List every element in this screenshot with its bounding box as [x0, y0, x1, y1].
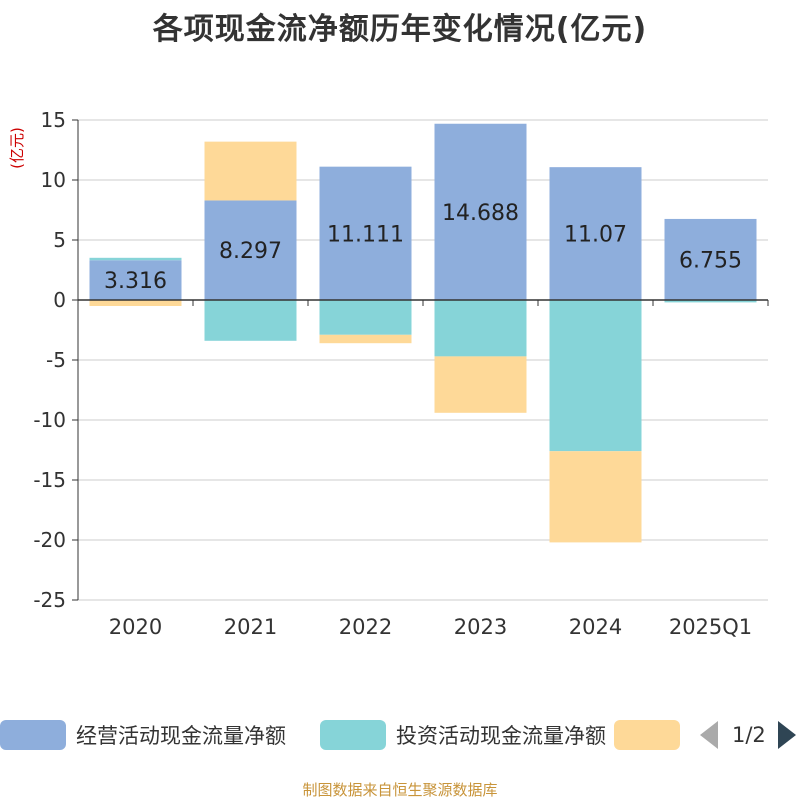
legend-item-financing[interactable]	[614, 718, 690, 752]
legend-label-operating: 经营活动现金流量净额	[76, 724, 286, 748]
data-label: 3.316	[104, 269, 167, 294]
bar-s2-2025Q1	[664, 300, 757, 303]
pager-page-indicator: 1/2	[732, 723, 766, 747]
x-tick-label: 2024	[569, 615, 622, 639]
y-tick-label: -15	[33, 468, 66, 492]
data-label: 14.688	[442, 201, 519, 226]
bar-s1-2025Q1	[664, 218, 757, 300]
y-tick-label: -20	[33, 528, 66, 552]
y-tick-label: -5	[46, 348, 66, 372]
data-label: 8.297	[219, 239, 282, 264]
bar-s1-2023	[434, 123, 527, 300]
legend-item-operating[interactable]: 经营活动现金流量净额	[0, 718, 286, 752]
y-tick-label: 15	[41, 108, 66, 132]
y-tick-label: -25	[33, 588, 66, 612]
pager-next-icon[interactable]	[777, 721, 796, 749]
y-tick-label: 10	[41, 168, 66, 192]
y-tick-label: -10	[33, 408, 66, 432]
x-tick-label: 2023	[454, 615, 507, 639]
bar-s3-2022	[319, 334, 412, 344]
bar-s1-2022	[319, 166, 412, 300]
bar-s2-2023	[434, 300, 527, 357]
chart-title: 各项现金流净额历年变化情况(亿元)	[152, 12, 648, 47]
bar-s2-2024	[549, 300, 642, 452]
bar-s2-2021	[204, 300, 297, 341]
bar-s3-2020	[89, 300, 182, 306]
x-tick-label: 2020	[109, 615, 162, 639]
legend-item-investing[interactable]: 投资活动现金流量净额	[320, 718, 606, 752]
bar-s1-2020	[89, 260, 182, 300]
legend-swatch-financing	[614, 720, 680, 750]
x-tick-label: 2021	[224, 615, 277, 639]
bar-s2-2022	[319, 300, 412, 335]
legend: 经营活动现金流量净额 投资活动现金流量净额 1/2	[0, 718, 800, 752]
bar-s1-2021	[204, 200, 297, 300]
y-axis-unit-label: (亿元)	[8, 127, 26, 169]
data-label: 11.111	[327, 222, 404, 247]
bar-s3-2023	[434, 356, 527, 413]
data-label: 11.07	[564, 223, 627, 248]
legend-pager: 1/2	[700, 718, 796, 752]
y-tick-label: 5	[53, 228, 66, 252]
bar-s3-2024	[549, 451, 642, 543]
data-label: 6.755	[679, 248, 742, 273]
x-tick-label: 2022	[339, 615, 392, 639]
bar-s1-2024	[549, 167, 642, 300]
y-tick-label: 0	[53, 288, 66, 312]
legend-swatch-operating	[0, 720, 66, 750]
source-note: 制图数据来自恒生聚源数据库	[302, 781, 498, 799]
x-tick-label: 2025Q1	[669, 615, 752, 639]
legend-swatch-investing	[320, 720, 386, 750]
bar-s3-2021	[204, 141, 297, 201]
legend-label-investing: 投资活动现金流量净额	[396, 724, 606, 748]
bar-s2-2020	[89, 257, 182, 261]
pager-prev-icon[interactable]	[700, 721, 718, 749]
